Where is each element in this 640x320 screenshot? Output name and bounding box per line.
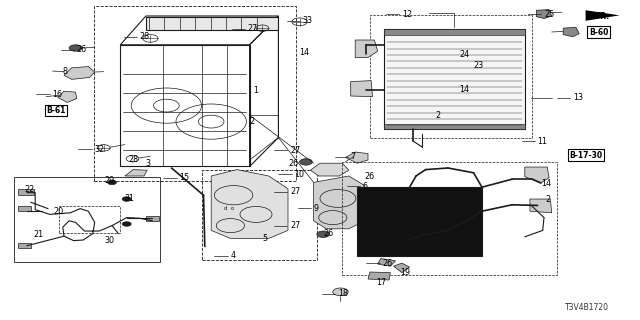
Text: 2: 2 <box>250 117 255 126</box>
Circle shape <box>317 231 330 237</box>
Polygon shape <box>536 10 552 19</box>
Text: 26: 26 <box>288 159 298 168</box>
Text: 27: 27 <box>290 221 300 230</box>
Text: 10: 10 <box>294 170 305 179</box>
Text: 4: 4 <box>230 252 236 260</box>
Bar <box>202 170 317 260</box>
Text: 20: 20 <box>53 207 63 216</box>
Text: 2: 2 <box>435 111 440 120</box>
Circle shape <box>108 180 116 185</box>
Circle shape <box>69 45 82 51</box>
Bar <box>18 189 34 195</box>
Text: 1: 1 <box>253 86 258 95</box>
Text: 28: 28 <box>140 32 150 41</box>
Text: 33: 33 <box>303 16 313 25</box>
Text: 30: 30 <box>104 236 115 245</box>
Text: FR.: FR. <box>595 12 609 21</box>
Text: 18: 18 <box>338 289 348 298</box>
Bar <box>370 15 532 138</box>
Text: 14: 14 <box>541 179 551 188</box>
Text: d  o: d o <box>224 205 234 211</box>
Polygon shape <box>368 272 390 280</box>
Text: 9: 9 <box>314 204 319 212</box>
Text: 6: 6 <box>363 182 368 191</box>
Text: 2: 2 <box>545 195 550 204</box>
Text: 5: 5 <box>262 234 268 243</box>
Bar <box>384 124 525 129</box>
Text: 3: 3 <box>146 159 151 168</box>
Polygon shape <box>58 91 77 102</box>
Text: 28: 28 <box>128 155 138 164</box>
Text: B-61: B-61 <box>46 106 65 115</box>
Text: 26: 26 <box>77 45 87 54</box>
Polygon shape <box>355 40 378 58</box>
Text: T3V4B1720: T3V4B1720 <box>564 303 609 312</box>
Text: 21: 21 <box>33 230 44 239</box>
Bar <box>384 29 525 35</box>
Text: 25: 25 <box>544 10 554 19</box>
Text: 11: 11 <box>538 137 548 146</box>
Polygon shape <box>211 170 288 238</box>
Text: 23: 23 <box>474 61 484 70</box>
Polygon shape <box>530 199 552 213</box>
Text: 14: 14 <box>300 48 310 57</box>
Text: 26: 26 <box>323 229 333 238</box>
Text: 31: 31 <box>125 194 135 203</box>
Bar <box>59 206 120 233</box>
Polygon shape <box>378 259 396 266</box>
Text: 29: 29 <box>104 176 115 185</box>
Polygon shape <box>394 263 410 273</box>
Polygon shape <box>563 27 579 37</box>
Bar <box>357 187 482 256</box>
Bar <box>146 216 159 221</box>
Polygon shape <box>586 10 620 21</box>
Text: 32: 32 <box>94 145 104 154</box>
Polygon shape <box>525 167 549 183</box>
Text: 16: 16 <box>52 90 63 99</box>
Text: 22: 22 <box>24 185 35 194</box>
Text: 12: 12 <box>402 10 412 19</box>
Text: B-17-30: B-17-30 <box>570 151 603 160</box>
Text: 26: 26 <box>382 259 392 268</box>
Text: 27: 27 <box>290 146 300 155</box>
Text: 24: 24 <box>460 50 470 59</box>
Text: 14: 14 <box>460 85 470 94</box>
Bar <box>18 206 31 211</box>
Text: 7: 7 <box>351 152 356 161</box>
Bar <box>94 6 296 181</box>
Text: 27: 27 <box>290 188 300 196</box>
Bar <box>342 162 557 275</box>
Text: 15: 15 <box>179 173 189 182</box>
Text: 8: 8 <box>63 67 68 76</box>
Text: 27: 27 <box>248 24 258 33</box>
Polygon shape <box>310 163 349 176</box>
Text: B-60: B-60 <box>589 28 608 36</box>
Polygon shape <box>64 67 95 79</box>
Text: 26: 26 <box>365 172 375 181</box>
Circle shape <box>122 222 131 226</box>
Text: 19: 19 <box>400 268 410 277</box>
Text: 17: 17 <box>376 278 387 287</box>
Text: 13: 13 <box>573 93 583 102</box>
Circle shape <box>122 197 131 201</box>
Polygon shape <box>384 29 525 129</box>
Circle shape <box>365 231 378 237</box>
Circle shape <box>333 288 348 296</box>
Bar <box>146 17 278 30</box>
Polygon shape <box>346 152 368 163</box>
Polygon shape <box>125 170 147 176</box>
Polygon shape <box>314 176 365 229</box>
Bar <box>14 177 160 262</box>
Circle shape <box>300 159 312 165</box>
Polygon shape <box>351 81 372 97</box>
Bar <box>18 243 31 248</box>
